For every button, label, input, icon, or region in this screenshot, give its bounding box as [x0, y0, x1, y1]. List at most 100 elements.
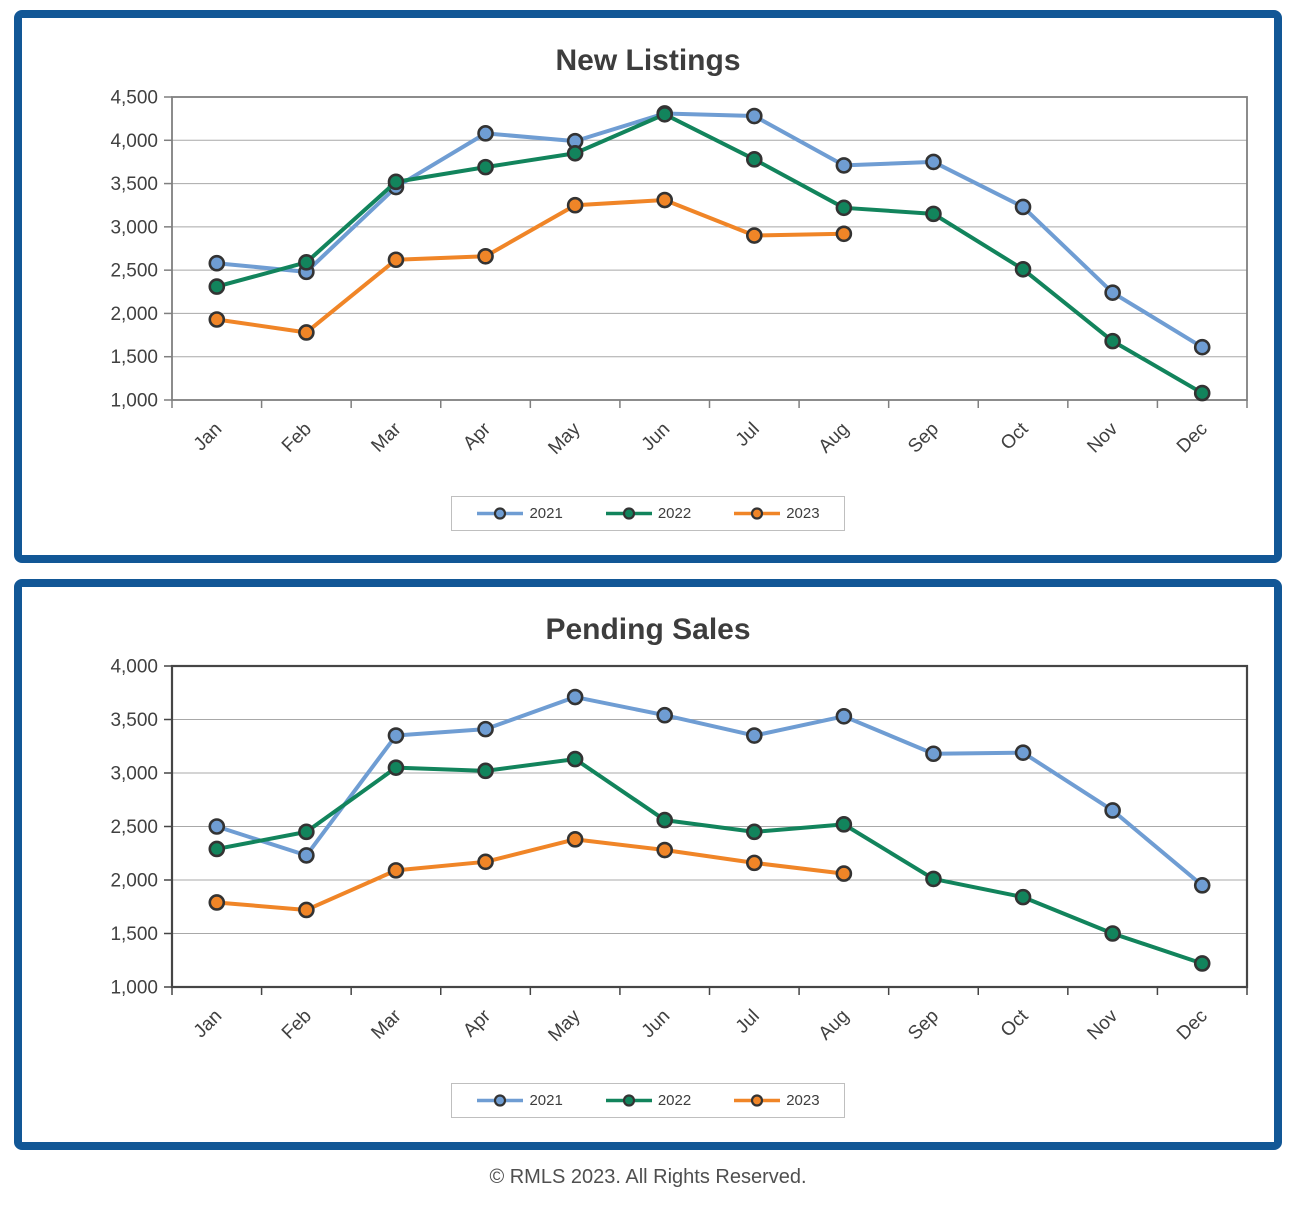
series-marker-2022 — [477, 158, 494, 176]
pending-sales-legend: 2021 2022 2023 — [451, 1083, 845, 1118]
x-tick-label: Apr — [459, 1005, 495, 1041]
x-tick-label: Jan — [190, 1006, 227, 1043]
x-tick-label: Jun — [638, 1006, 675, 1043]
series-line-2021 — [214, 695, 1205, 888]
x-tick-label: Feb — [278, 1006, 316, 1044]
x-tick-label: Jan — [190, 419, 227, 456]
series-marker-2023 — [656, 841, 674, 859]
y-tick-label: 3,500 — [110, 174, 158, 195]
legend-marker — [751, 1094, 764, 1107]
series-marker-2022 — [298, 254, 315, 271]
legend-label: 2022 — [657, 1092, 692, 1109]
series-marker-2023 — [477, 853, 494, 871]
x-tick-label: Aug — [815, 419, 854, 458]
new-listings-chart-card: New Listings 1,000 1,500 2,000 2,500 3,000 3,… — [14, 10, 1282, 563]
y-tick-label: 1,500 — [110, 347, 158, 368]
x-tick-label: Oct — [997, 418, 1033, 454]
legend-label: 2021 — [529, 505, 563, 522]
series-line-2022 — [214, 112, 1205, 396]
series-marker-2022 — [208, 278, 226, 295]
legend-item-2021: 2021 — [476, 505, 563, 522]
x-tick-label: Sep — [904, 419, 943, 458]
series-marker-2021 — [835, 157, 853, 174]
x-tick-label: Aug — [815, 1006, 854, 1045]
series-marker-2022 — [1014, 260, 1032, 278]
legend-item-2023: 2023 — [733, 505, 820, 522]
legend-swatch-2023 — [734, 507, 781, 520]
legend-label: 2021 — [529, 1092, 563, 1109]
series-line-2021 — [214, 111, 1205, 350]
legend-swatch-2023 — [734, 1094, 781, 1107]
series-marker-2022 — [925, 870, 942, 888]
legend-label: 2022 — [657, 505, 692, 522]
y-tick-label: 4,000 — [110, 657, 158, 678]
legend-swatch-2022 — [605, 507, 652, 520]
y-tick-label: 2,500 — [110, 817, 158, 838]
y-tick-label: 4,000 — [110, 131, 158, 152]
pending-sales-legend-row: 2021 2022 2023 — [22, 1083, 1274, 1118]
series-marker-2022 — [1193, 384, 1211, 402]
series-marker-2022 — [1104, 332, 1121, 350]
series-marker-2022 — [745, 151, 763, 168]
legend-item-2022: 2022 — [605, 505, 691, 522]
legend-marker — [622, 507, 635, 520]
series-marker-2023 — [387, 862, 405, 879]
series-marker-2021 — [208, 818, 226, 835]
series-marker-2023 — [208, 311, 226, 328]
series-marker-2021 — [387, 727, 405, 744]
y-tick-label: 4,500 — [110, 88, 158, 109]
y-tick-label: 3,500 — [110, 710, 158, 731]
series-marker-2022 — [387, 173, 405, 191]
series-marker-2023 — [298, 901, 315, 919]
series-marker-2022 — [298, 823, 315, 841]
plot-border — [170, 664, 1249, 989]
legend-label: 2023 — [786, 505, 820, 522]
x-tick-label: Jun — [638, 419, 675, 456]
series-line-2023 — [214, 198, 846, 335]
series-marker-2023 — [477, 247, 494, 265]
series-marker-2021 — [477, 125, 494, 142]
new-listings-legend: 2021 2022 2023 — [451, 496, 845, 531]
series-marker-2022 — [477, 762, 494, 780]
series-marker-2023 — [566, 831, 584, 848]
x-tick-label: Dec — [1173, 1006, 1212, 1045]
series-marker-2022 — [656, 811, 674, 829]
series-marker-2023 — [208, 894, 226, 911]
series-marker-2021 — [298, 847, 315, 864]
legend-marker — [622, 1094, 635, 1107]
series-marker-2022 — [835, 199, 853, 217]
new-listings-chart: 1,000 1,500 2,000 2,500 3,000 3,500 4,000 4,500… — [110, 88, 1248, 459]
legend-item-2022: 2022 — [605, 1092, 691, 1109]
series-marker-2023 — [745, 854, 763, 872]
legend-swatch-2021 — [477, 507, 524, 520]
new-listings-legend-row: 2021 2022 2023 — [22, 496, 1274, 531]
legend-marker — [494, 507, 507, 520]
series-marker-2023 — [835, 865, 853, 882]
series-marker-2021 — [1014, 198, 1032, 216]
series-marker-2023 — [387, 251, 405, 269]
series-marker-2021 — [925, 153, 942, 171]
series-marker-2023 — [745, 227, 763, 244]
series-marker-2021 — [656, 706, 674, 724]
series-marker-2023 — [835, 225, 853, 243]
series-marker-2022 — [1193, 955, 1211, 972]
x-tick-label: Dec — [1173, 419, 1212, 458]
series-marker-2021 — [1193, 877, 1211, 894]
x-tick-label: Sep — [904, 1006, 943, 1045]
x-tick-label: Jul — [732, 419, 764, 451]
series-marker-2022 — [925, 205, 942, 223]
series-marker-2023 — [656, 191, 674, 209]
series-marker-2022 — [566, 144, 584, 162]
y-tick-label: 2,000 — [110, 304, 158, 325]
pending-sales-title: Pending Sales — [545, 613, 751, 646]
x-tick-label: Mar — [367, 1005, 405, 1043]
series-marker-2022 — [656, 106, 674, 123]
series-marker-2021 — [208, 254, 226, 272]
series-line-2022 — [214, 757, 1205, 966]
y-tick-label: 1,500 — [110, 924, 158, 945]
series-marker-2022 — [745, 823, 763, 841]
y-tick-label: 2,500 — [110, 261, 158, 282]
series-marker-2021 — [745, 107, 763, 125]
y-tick-label: 2,000 — [110, 871, 158, 892]
